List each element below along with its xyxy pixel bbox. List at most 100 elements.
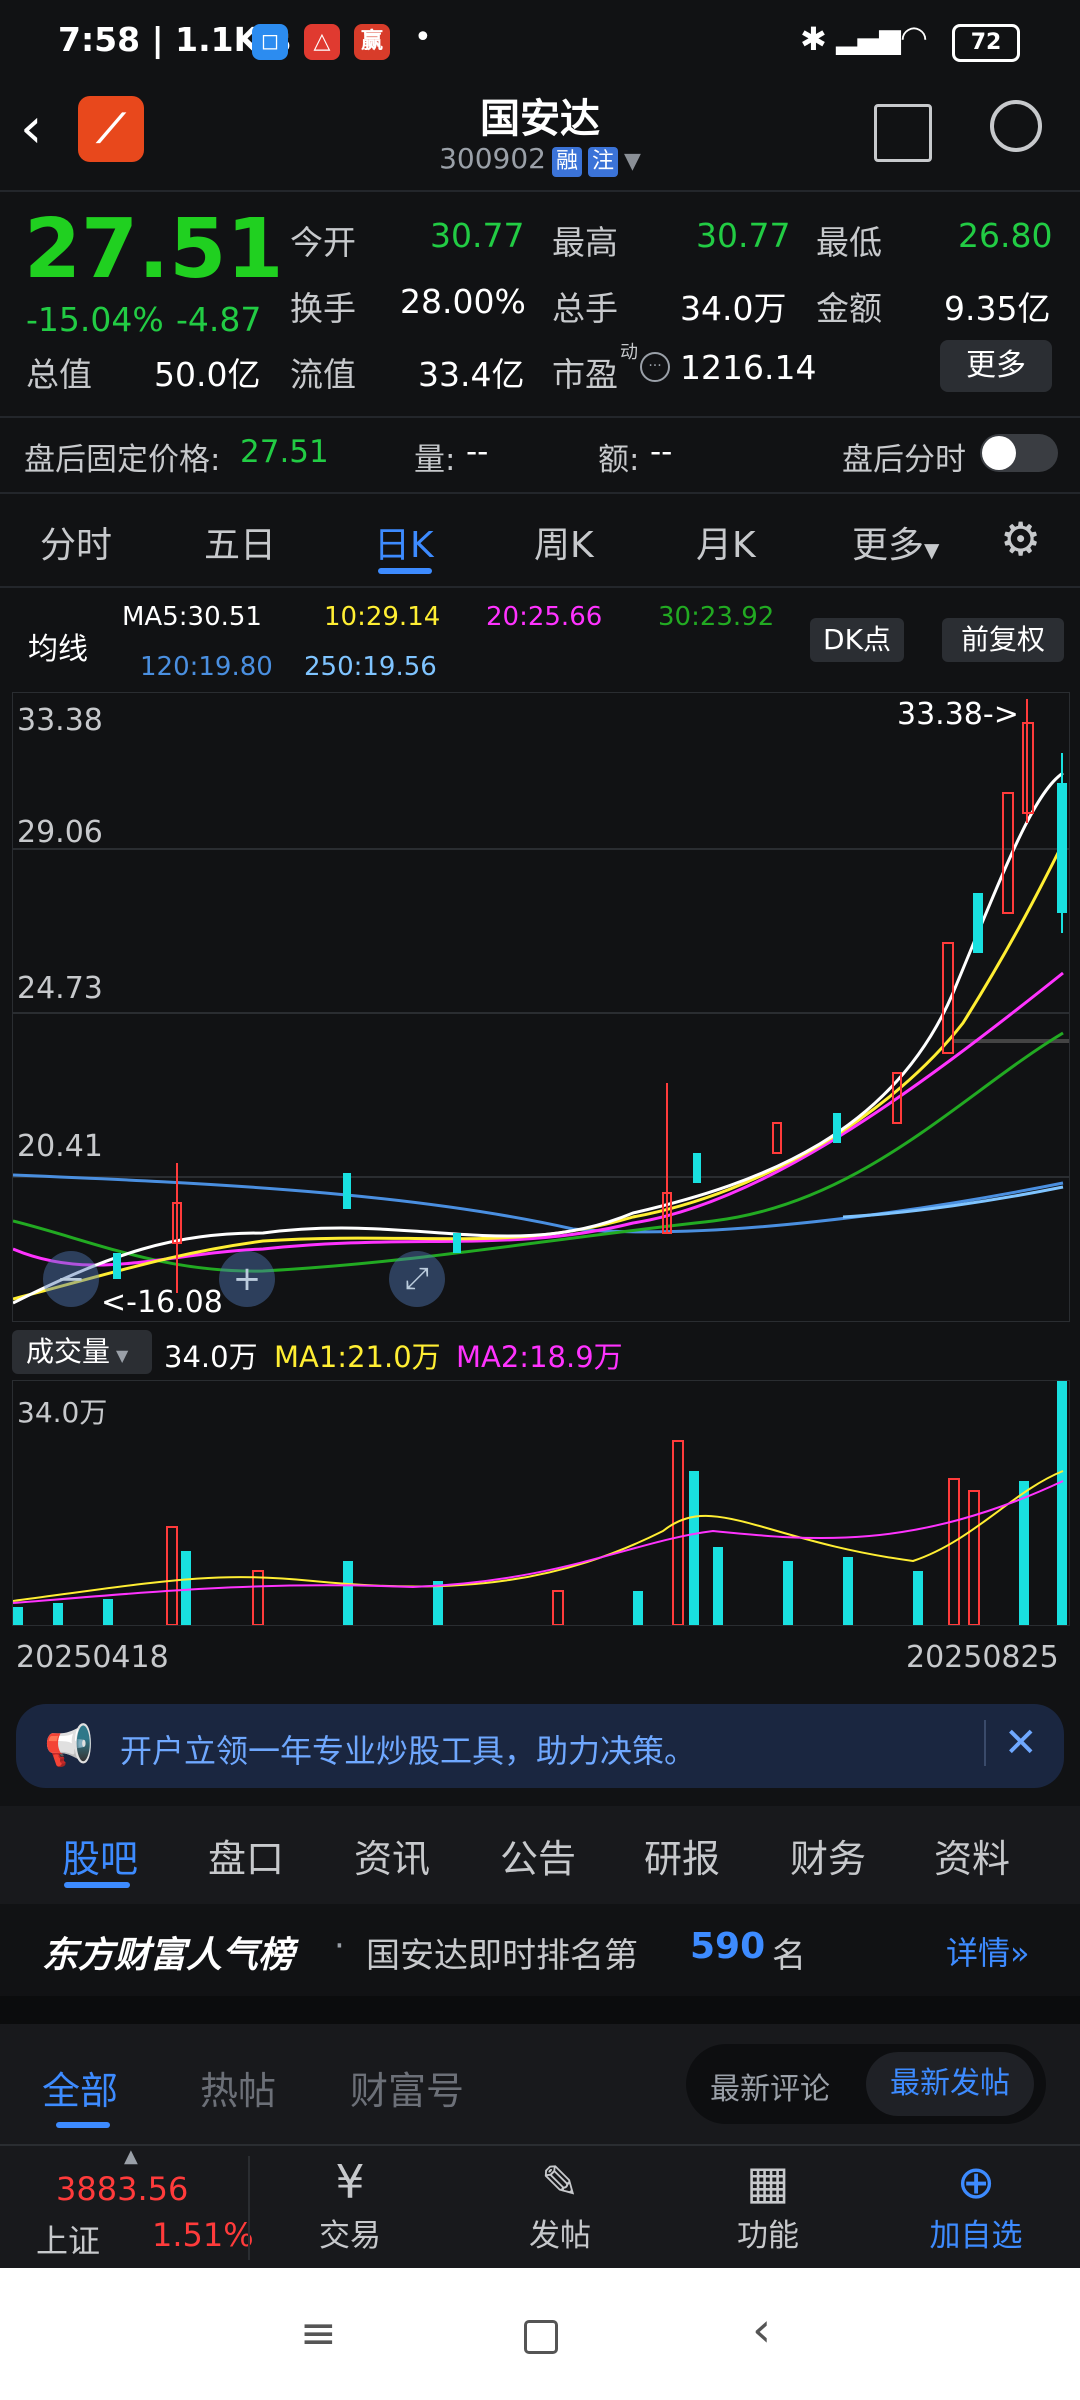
tab-hot-posts[interactable]: 热帖: [200, 2069, 277, 2113]
tab-order-book[interactable]: 盘口: [208, 1837, 285, 1881]
nav-add-watchlist[interactable]: ⊕ 加自选: [896, 2154, 1056, 2255]
after-hours-toggle[interactable]: [980, 434, 1058, 472]
low-value: 26.80: [958, 216, 1053, 255]
tab-research[interactable]: 研报: [644, 1837, 721, 1881]
nav-post[interactable]: ✎ 发帖: [480, 2154, 640, 2255]
ma20-label: 20:25.66: [486, 602, 603, 632]
ma5-label: MA5:30.51: [122, 602, 262, 632]
amount-value: 9.35亿: [944, 289, 1051, 328]
adjustment-button[interactable]: 前复权: [942, 618, 1064, 662]
stock-code-line[interactable]: 300902 融注 ▼: [340, 142, 740, 177]
sort-latest-post[interactable]: 最新发帖: [866, 2052, 1034, 2116]
wifi-icon: ◠: [900, 18, 928, 56]
after-hours-amt: --: [650, 434, 673, 470]
ranking-text: 国安达即时排名第: [366, 1936, 638, 1976]
high-marker: 33.38->: [897, 697, 1019, 732]
tab-fortune-account[interactable]: 财富号: [350, 2069, 465, 2113]
more-button[interactable]: 更多: [940, 340, 1052, 392]
home-icon[interactable]: [524, 2320, 558, 2354]
quote-divider: [0, 416, 1080, 418]
tab-intraday[interactable]: 分时: [40, 525, 113, 566]
high-value: 30.77: [696, 216, 791, 255]
tab-daily-k[interactable]: 日K: [374, 525, 434, 566]
ranking-row[interactable]: 东方财富人气榜 · 国安达即时排名第 590 名 详情»: [0, 1904, 1080, 1994]
back-icon[interactable]: ‹: [752, 2302, 772, 2358]
price-chart-svg: [12, 699, 1069, 1305]
back-arrow-icon[interactable]: ‹: [20, 96, 43, 161]
bottom-nav: ▲ 3883.56 上证 1.51% ¥ 交易 ✎ 发帖 ▦ 功能 ⊕ 加自选: [0, 2144, 1080, 2270]
market-cap-label: 总值: [26, 355, 92, 394]
volume-chart-svg: [12, 1381, 1067, 1626]
search-icon[interactable]: [990, 100, 1042, 152]
high-label: 最高: [552, 223, 618, 262]
tab-more[interactable]: 更多▼: [852, 516, 939, 568]
active-tab-indicator: [56, 2122, 110, 2128]
dk-point-button[interactable]: DK点: [810, 618, 904, 662]
dropdown-icon: ▼: [116, 1346, 129, 1365]
ranking-number: 590: [690, 1926, 766, 1967]
expand-icon[interactable]: ⤢: [389, 1251, 445, 1307]
tab-monthly-k[interactable]: 月K: [696, 525, 756, 566]
nav-add-label: 加自选: [929, 2218, 1023, 2254]
grid-icon: ▦: [746, 2155, 790, 2209]
zoom-out-icon[interactable]: −: [43, 1251, 99, 1307]
info-icon[interactable]: ···: [640, 352, 670, 382]
app-logo-icon: ⟋: [78, 96, 144, 162]
tab-all-posts[interactable]: 全部: [42, 2069, 119, 2113]
volume-value: 34.0万: [680, 289, 787, 328]
tab-financials[interactable]: 财务: [790, 1837, 867, 1881]
volume-value: 34.0万: [164, 1340, 258, 1374]
turnover-label: 换手: [290, 289, 356, 328]
turnover-value: 28.00%: [400, 282, 526, 321]
zoom-in-icon[interactable]: +: [219, 1251, 275, 1307]
volume-ma2: MA2:18.9万: [456, 1340, 623, 1374]
after-hours-divider: [0, 492, 1080, 494]
nav-trade-label: 交易: [319, 2218, 381, 2254]
price-chart[interactable]: 33.38 29.06 24.73 20.41 33.38-> <-16.08 …: [12, 692, 1070, 1322]
tab-five-day[interactable]: 五日: [204, 525, 277, 566]
ranking-brand: 东方财富人气榜: [42, 1935, 295, 1976]
after-hours-price: 27.51: [240, 434, 329, 470]
date-end: 20250825: [906, 1640, 1059, 1675]
tab-announcements[interactable]: 公告: [500, 1837, 577, 1881]
dropdown-icon: ▼: [924, 538, 940, 562]
volume-selector-label: 成交量: [26, 1335, 111, 1368]
ranking-separator: ·: [334, 1926, 345, 1966]
ranking-details-link[interactable]: 详情»: [946, 1928, 1030, 1974]
index-change: 1.51%: [152, 2216, 254, 2254]
settings-gear-icon[interactable]: ⚙: [1000, 512, 1042, 566]
tab-stock-forum[interactable]: 股吧: [62, 1837, 139, 1881]
app-notification-icon: ◻: [252, 24, 288, 60]
change-percent: -15.04%: [26, 300, 164, 339]
open-value: 30.77: [430, 216, 525, 255]
after-hours-vol: --: [466, 434, 489, 470]
nav-functions[interactable]: ▦ 功能: [688, 2154, 848, 2255]
app-notification-icon: △: [304, 24, 340, 60]
battery-icon: 72: [952, 24, 1020, 62]
float-cap-value: 33.4亿: [418, 355, 525, 394]
volume-selector[interactable]: 成交量 ▼: [12, 1330, 152, 1374]
bottom-tabs-bar: [0, 1806, 1080, 1904]
pe-superscript: 动: [620, 342, 638, 363]
share-icon[interactable]: [874, 104, 932, 162]
low-marker: <-16.08: [101, 1285, 223, 1320]
close-icon[interactable]: ✕: [984, 1720, 1038, 1766]
volume-chart[interactable]: 34.0万: [12, 1380, 1070, 1626]
price-axis-4: 20.41: [17, 1129, 103, 1164]
chart-tabs: 分时 五日 日K 周K 月K 更多▼ ⚙: [0, 512, 1080, 574]
volume-bars: [13, 1381, 1067, 1626]
signal-icon: ▂▄▆: [836, 22, 901, 55]
status-bar: 7:58 | 1.1K/s ◻ △ 赢 • ✱ ▂▄▆ ◠ 72: [0, 0, 1080, 86]
nav-trade[interactable]: ¥ 交易: [270, 2154, 430, 2255]
ranking-unit: 名: [772, 1936, 806, 1976]
market-cap-value: 50.0亿: [154, 355, 261, 394]
tab-weekly-k[interactable]: 周K: [534, 525, 594, 566]
active-tab-indicator: [64, 1882, 130, 1888]
stock-header: ‹ ⟋ 国安达 300902 融注 ▼: [0, 86, 1080, 190]
menu-icon[interactable]: ≡: [300, 2308, 337, 2359]
tab-profile[interactable]: 资料: [934, 1837, 1011, 1881]
header-divider: [0, 190, 1080, 192]
tab-news[interactable]: 资讯: [354, 1837, 431, 1881]
promo-banner[interactable]: 📢 开户立领一年专业炒股工具，助力决策。 ✕: [16, 1704, 1064, 1788]
sort-latest-comment[interactable]: 最新评论: [710, 2072, 830, 2107]
